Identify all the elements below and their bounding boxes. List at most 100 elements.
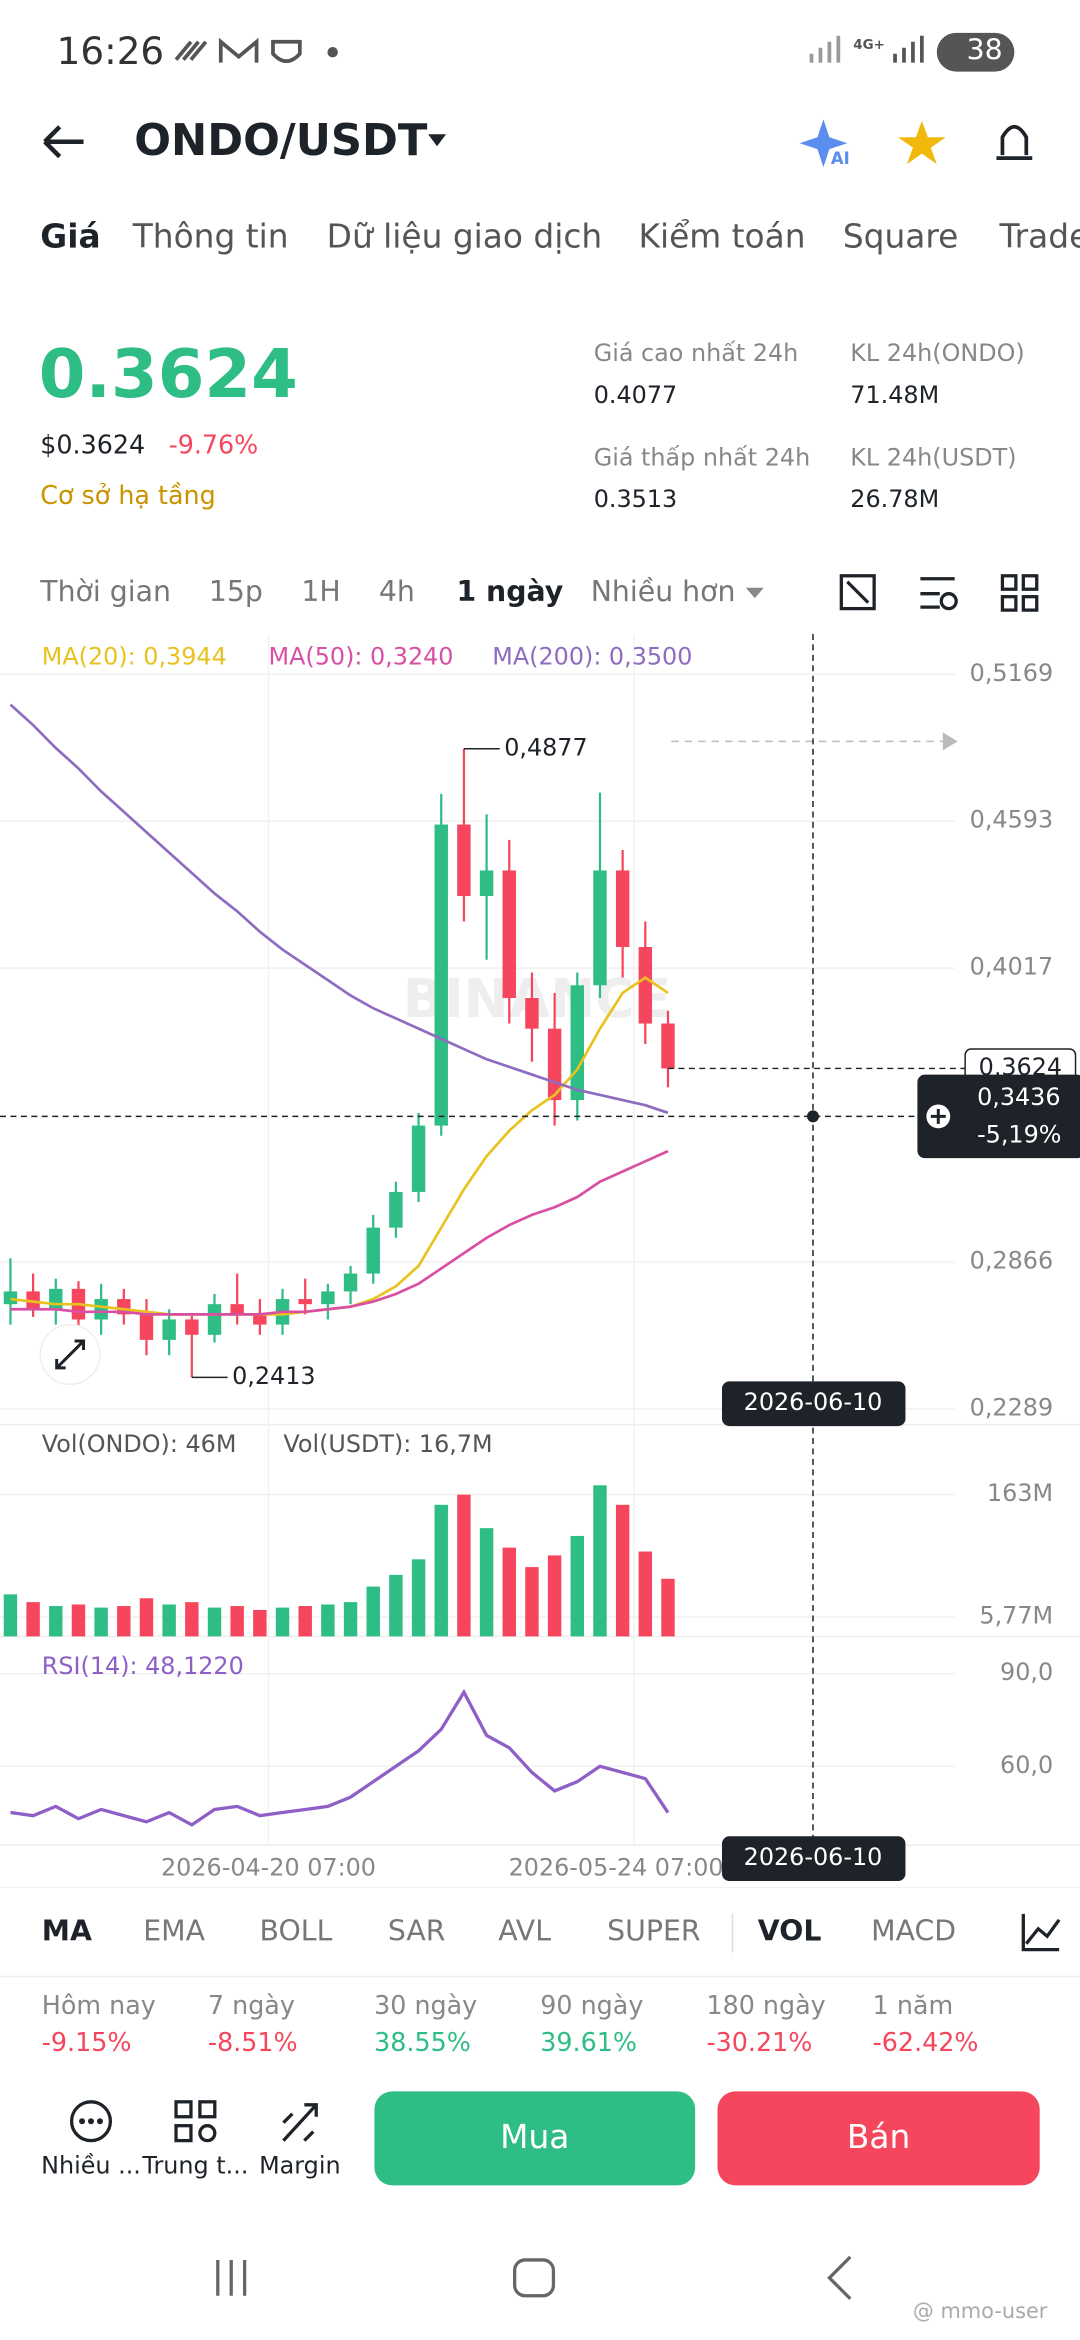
y-tick-label: 0,4017	[970, 953, 1053, 981]
price-usd: $0.3624	[40, 431, 146, 461]
volume-bar	[3, 1594, 18, 1637]
stat-value: 26.78M	[850, 484, 940, 514]
indicator-tab[interactable]: MACD	[871, 1915, 957, 1949]
candle-body	[434, 824, 448, 1126]
candle-body	[366, 1227, 380, 1274]
tab[interactable]: Thông tin	[132, 219, 289, 257]
candle-body	[502, 870, 516, 999]
crosshair-date-box	[721, 1381, 906, 1427]
candle-body	[525, 998, 539, 1029]
candle-body	[479, 870, 494, 896]
sell-button[interactable]: Bán	[717, 2091, 1040, 2186]
candle-body	[94, 1299, 108, 1320]
candle-body	[253, 1314, 267, 1325]
candle-body	[230, 1304, 244, 1315]
candle-body	[162, 1319, 176, 1340]
stat-label: Giá cao nhất 24h	[593, 338, 799, 367]
action-label[interactable]: Margin	[259, 2151, 341, 2180]
volume-bar	[321, 1604, 335, 1637]
volume-bar	[547, 1555, 562, 1637]
legend-entry: MA(200): 0,3500	[492, 642, 692, 670]
candle-body	[570, 985, 585, 1101]
stat-value: 0.4077	[593, 380, 678, 409]
indicator-tab[interactable]: SAR	[387, 1915, 446, 1949]
scroll-hint-arrow	[942, 732, 958, 751]
volume-legend: Vol(ONDO): 46M	[42, 1430, 237, 1458]
price-change: -9.76%	[168, 431, 259, 461]
tab[interactable]: Trade	[999, 219, 1080, 257]
pair-title[interactable]: ONDO/USDT	[134, 114, 428, 166]
interval[interactable]: 4h	[378, 575, 415, 609]
candle-body	[593, 870, 607, 986]
candle-body	[615, 870, 630, 948]
expand-icon	[55, 1339, 86, 1370]
tab[interactable]: Giá	[40, 219, 101, 257]
indicator-tab[interactable]: SUPER	[607, 1915, 701, 1949]
volume-legend: Vol(USDT): 16,7M	[283, 1430, 492, 1458]
indicator-tab[interactable]: AVL	[498, 1915, 552, 1949]
icons	[43, 32, 1033, 168]
crosshair-date: 2026-06-10	[744, 1388, 883, 1416]
volume-bar	[389, 1574, 403, 1637]
volume-bar	[411, 1559, 426, 1637]
perf-label: 90 ngày	[540, 1991, 644, 2022]
action-label[interactable]: Trung t...	[142, 2151, 249, 2180]
volume-bar	[162, 1604, 176, 1637]
volume-bar	[457, 1494, 471, 1637]
volume-bar	[502, 1547, 516, 1637]
annotation-label: 0,2413	[232, 1362, 316, 1390]
candle-body	[3, 1291, 18, 1305]
legend-entry: MA(20): 0,3944	[42, 642, 227, 670]
buy-button[interactable]: Mua	[374, 2091, 696, 2186]
interval[interactable]: 1 ngày	[456, 575, 564, 609]
perf-value: -9.15%	[41, 2028, 132, 2059]
indicator-tab[interactable]: VOL	[757, 1915, 822, 1949]
candle-body	[298, 1299, 312, 1305]
candle-body	[389, 1191, 403, 1228]
x-label: 2026-04-20 07:00	[161, 1854, 376, 1882]
interval[interactable]: 1H	[301, 575, 341, 609]
perf-value: -8.51%	[207, 2028, 298, 2059]
interval[interactable]: Thời gian	[40, 575, 171, 609]
volume-bar	[343, 1602, 358, 1637]
candle-body	[139, 1314, 154, 1340]
action-label[interactable]: Nhiều ...	[41, 2151, 141, 2180]
indicator-tab[interactable]: MA	[41, 1915, 92, 1949]
tab[interactable]: Kiểm toán	[638, 219, 806, 257]
perf-value: -30.21%	[706, 2028, 813, 2059]
tab[interactable]: Dữ liệu giao dịch	[326, 219, 603, 257]
interval[interactable]: Nhiều hơn	[590, 575, 736, 609]
candle-body	[185, 1319, 199, 1335]
volume-bar	[570, 1535, 585, 1637]
indicator-tab[interactable]: BOLL	[259, 1915, 333, 1949]
volume-bar	[230, 1606, 244, 1637]
crosshair-dot	[807, 1110, 819, 1123]
candle-body	[321, 1291, 335, 1305]
perf-value: -62.42%	[872, 2028, 979, 2059]
volume-bar	[638, 1551, 653, 1637]
volume-bar	[479, 1528, 494, 1637]
volume-bar	[185, 1602, 199, 1637]
crosshair-add-plus	[930, 1108, 946, 1124]
tab[interactable]: Square	[842, 219, 959, 257]
category[interactable]: Cơ sở hạ tầng	[40, 481, 216, 512]
annotation-label: 0,4877	[504, 733, 588, 761]
interval-icons	[745, 574, 1039, 612]
interval[interactable]: 15p	[208, 575, 263, 609]
bottom-graphics	[0, 1887, 1080, 2300]
chart[interactable]: 0,5169 0,4593 0,4017 0,2866 0,2289 163M 5,77M 9…	[0, 633, 1080, 1887]
perf-label: 1 năm	[872, 1991, 954, 2022]
indicator-tab[interactable]: EMA	[143, 1915, 205, 1949]
stat-label: KL 24h(USDT)	[850, 443, 1017, 472]
last-price: 0.3624	[38, 334, 298, 414]
ai-badge[interactable]: AI	[830, 149, 850, 169]
crosshair-price: 0,3436	[977, 1083, 1061, 1111]
ma-line	[9, 703, 669, 1115]
crosshair-date-box	[721, 1836, 906, 1882]
y-tick-label: 0,5169	[970, 659, 1053, 687]
crosshair-box	[917, 1074, 1080, 1159]
candle-body	[638, 947, 653, 1024]
perf-label: 7 ngày	[207, 1991, 295, 2022]
